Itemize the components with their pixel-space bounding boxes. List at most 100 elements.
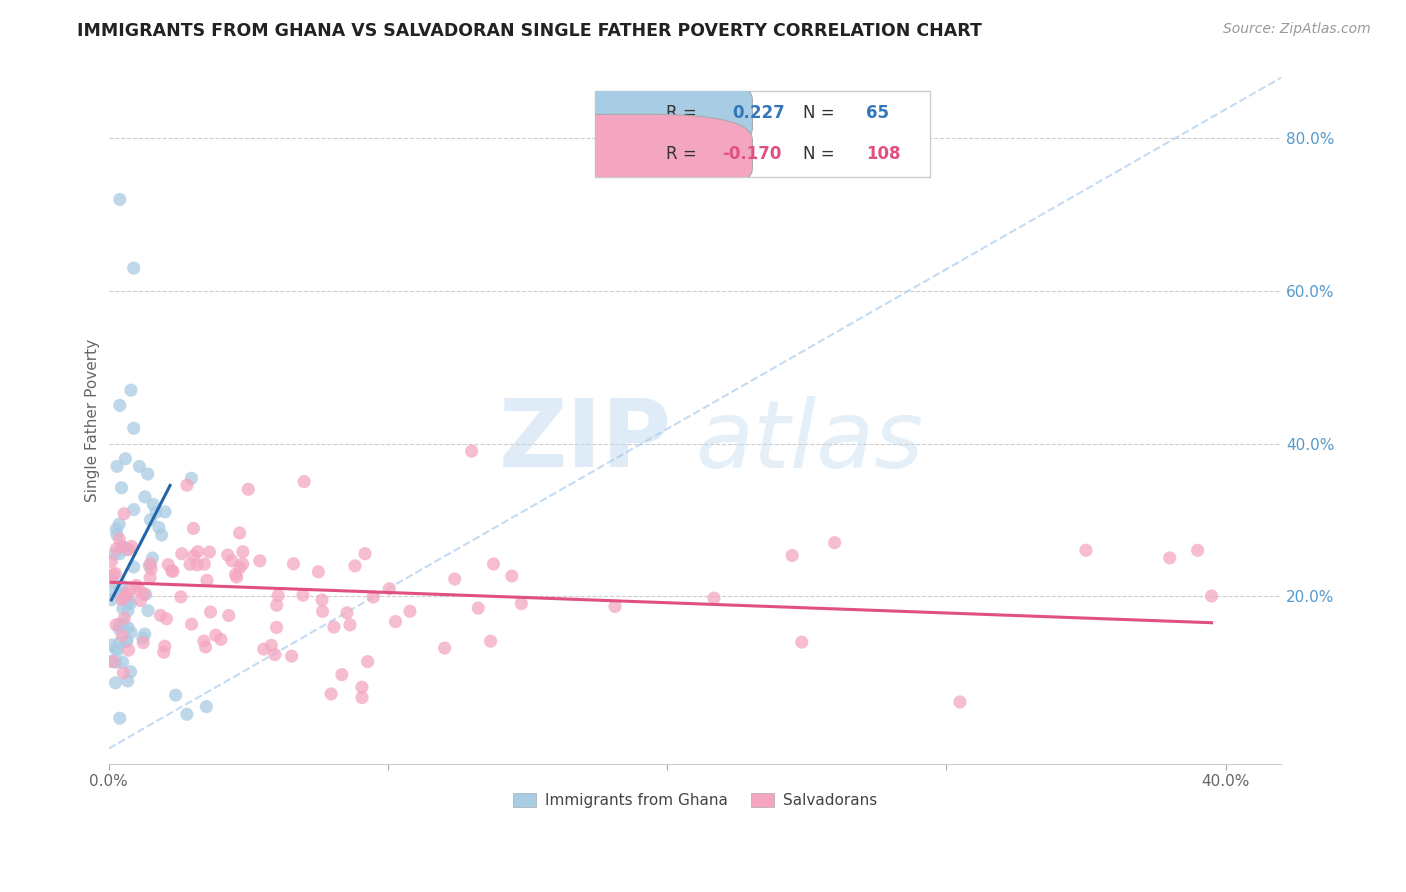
- Point: [183, 549, 205, 563]
- Point: [104, 642, 127, 657]
- Point: [194, 640, 217, 654]
- Point: [111, 629, 134, 643]
- Point: [291, 588, 314, 602]
- Point: [117, 542, 139, 557]
- Point: [118, 643, 141, 657]
- Point: [467, 601, 489, 615]
- Point: [100, 638, 122, 652]
- Point: [155, 612, 177, 626]
- Point: [112, 591, 135, 606]
- Point: [162, 565, 184, 579]
- Point: [1159, 550, 1181, 565]
- Point: [501, 569, 523, 583]
- Point: [204, 628, 226, 642]
- Point: [1201, 589, 1223, 603]
- Point: [132, 631, 155, 645]
- Point: [311, 593, 333, 607]
- Point: [217, 548, 239, 562]
- Point: [350, 690, 373, 705]
- Point: [120, 665, 142, 679]
- Point: [209, 632, 232, 647]
- Point: [139, 557, 162, 571]
- Point: [105, 617, 128, 632]
- Point: [336, 606, 359, 620]
- Point: [121, 540, 143, 554]
- Point: [120, 383, 142, 397]
- Point: [145, 505, 167, 519]
- Point: [128, 459, 150, 474]
- Point: [1074, 543, 1097, 558]
- Point: [108, 547, 131, 561]
- Point: [108, 517, 131, 532]
- Text: atlas: atlas: [695, 396, 924, 487]
- Point: [107, 643, 129, 657]
- Point: [100, 592, 122, 607]
- Point: [108, 711, 131, 725]
- Point: [460, 444, 482, 458]
- Point: [790, 635, 813, 649]
- Point: [117, 621, 139, 635]
- Point: [170, 547, 193, 561]
- Point: [350, 680, 373, 694]
- Point: [148, 520, 170, 534]
- Point: [510, 597, 533, 611]
- Point: [110, 481, 132, 495]
- Point: [122, 421, 145, 435]
- Point: [112, 665, 135, 680]
- Point: [253, 642, 276, 657]
- Point: [153, 505, 176, 519]
- Point: [120, 597, 142, 611]
- Point: [165, 688, 187, 702]
- Point: [157, 558, 180, 572]
- Point: [224, 567, 246, 582]
- Point: [138, 558, 160, 573]
- Point: [266, 620, 288, 634]
- Point: [186, 558, 208, 572]
- Point: [399, 604, 422, 618]
- Point: [118, 583, 141, 598]
- Point: [141, 551, 163, 566]
- Point: [180, 471, 202, 485]
- Point: [949, 695, 972, 709]
- Point: [356, 655, 378, 669]
- Point: [110, 539, 132, 553]
- Point: [100, 554, 122, 568]
- Point: [824, 535, 846, 549]
- Point: [176, 478, 198, 492]
- Point: [115, 591, 138, 606]
- Point: [260, 639, 283, 653]
- Point: [111, 586, 134, 600]
- Point: [125, 578, 148, 592]
- Point: [122, 560, 145, 574]
- Point: [104, 675, 127, 690]
- Point: [200, 605, 222, 619]
- Point: [266, 599, 288, 613]
- Point: [195, 699, 218, 714]
- Point: [482, 557, 505, 571]
- Point: [311, 604, 333, 618]
- Point: [115, 542, 138, 557]
- Point: [153, 645, 176, 659]
- Point: [228, 561, 250, 575]
- Point: [132, 587, 155, 601]
- Point: [187, 544, 209, 558]
- Point: [160, 564, 183, 578]
- Point: [307, 565, 329, 579]
- Point: [267, 589, 290, 603]
- Point: [280, 649, 302, 664]
- Point: [180, 617, 202, 632]
- Point: [115, 634, 138, 648]
- Point: [139, 513, 162, 527]
- Point: [103, 547, 125, 561]
- Point: [193, 634, 215, 648]
- Point: [112, 611, 135, 625]
- Point: [135, 587, 157, 601]
- Point: [228, 526, 250, 541]
- Point: [108, 622, 131, 636]
- Point: [193, 557, 215, 571]
- Point: [104, 584, 127, 599]
- Y-axis label: Single Father Poverty: Single Father Poverty: [86, 339, 100, 502]
- Point: [112, 616, 135, 631]
- Point: [134, 490, 156, 504]
- Point: [283, 557, 305, 571]
